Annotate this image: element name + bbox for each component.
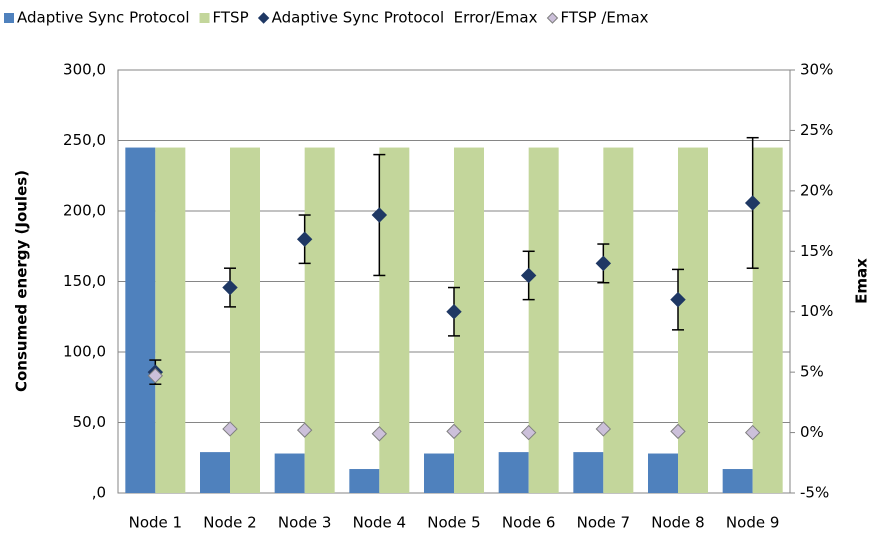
legend-label: FTSP /Emax: [560, 9, 648, 27]
marker: [147, 368, 164, 384]
bar: [648, 453, 678, 493]
bar: [230, 147, 260, 494]
y2-tick-label: 5%: [800, 363, 824, 381]
bar: [155, 147, 186, 494]
marker: [222, 279, 238, 296]
x-tick-label: Node 2: [203, 514, 256, 532]
marker: [222, 421, 238, 437]
bar: [573, 452, 604, 493]
legend-swatch: [199, 13, 210, 23]
y2-tick-label: 0%: [800, 423, 824, 441]
y-tick-label: 300,0: [63, 61, 106, 79]
marker: [446, 423, 462, 440]
bar: [304, 147, 335, 494]
marker: [744, 195, 761, 211]
legend-label: Adaptive Sync Protocol Error/Emax: [272, 9, 538, 27]
bar: [752, 147, 783, 494]
bar: [678, 147, 708, 494]
y-axis-title: Consumed energy (Joules): [13, 170, 31, 392]
bar: [603, 147, 634, 494]
legend-label: FTSP: [213, 9, 249, 27]
marker: [296, 422, 313, 438]
x-tick-label: Node 1: [129, 514, 182, 532]
marker: [670, 423, 686, 440]
marker: [371, 207, 388, 223]
bar: [200, 452, 230, 493]
bar: [424, 453, 454, 493]
x-tick-label: Node 6: [502, 514, 555, 532]
y-tick-label: 50,0: [73, 413, 106, 431]
x-tick-label: Node 8: [651, 514, 704, 532]
marker: [595, 421, 612, 437]
x-tick-label: Node 5: [427, 514, 480, 532]
legend-label: Adaptive Sync Protocol: [17, 9, 190, 27]
x-tick-label: Node 7: [577, 514, 630, 532]
bar: [379, 147, 410, 494]
legend-swatch: [257, 12, 270, 24]
y2-tick-label: 30%: [800, 61, 833, 79]
legend-swatch: [546, 12, 559, 24]
y-tick-label: 250,0: [63, 131, 106, 149]
x-tick-label: Node 3: [278, 514, 331, 532]
y-tick-label: 100,0: [63, 343, 106, 361]
bar: [498, 452, 529, 493]
x-tick-label: Node 4: [353, 514, 406, 532]
y-tick-label: 150,0: [63, 272, 106, 290]
marker: [744, 424, 761, 441]
y2-tick-label: 15%: [800, 242, 833, 260]
y2-axis-title: Emax: [853, 258, 871, 304]
marker: [670, 291, 686, 308]
bar: [274, 453, 305, 493]
bar: [722, 469, 753, 493]
y2-tick-label: 25%: [800, 121, 833, 139]
marker: [446, 304, 462, 320]
bar: [454, 147, 484, 494]
marker: [520, 424, 537, 441]
bar: [349, 469, 380, 493]
marker: [595, 255, 612, 272]
marker: [371, 426, 388, 442]
marker: [520, 267, 537, 284]
y2-tick-label: 20%: [800, 181, 833, 199]
bar: [528, 147, 559, 494]
marker: [296, 231, 313, 247]
y2-tick-label: -5%: [800, 484, 829, 502]
bar: [125, 147, 156, 494]
legend-swatch: [4, 13, 14, 23]
y2-tick-label: 10%: [800, 302, 833, 320]
y-tick-label: 200,0: [63, 202, 106, 220]
x-tick-label: Node 9: [726, 514, 779, 532]
y-tick-label: ,0: [92, 484, 106, 502]
